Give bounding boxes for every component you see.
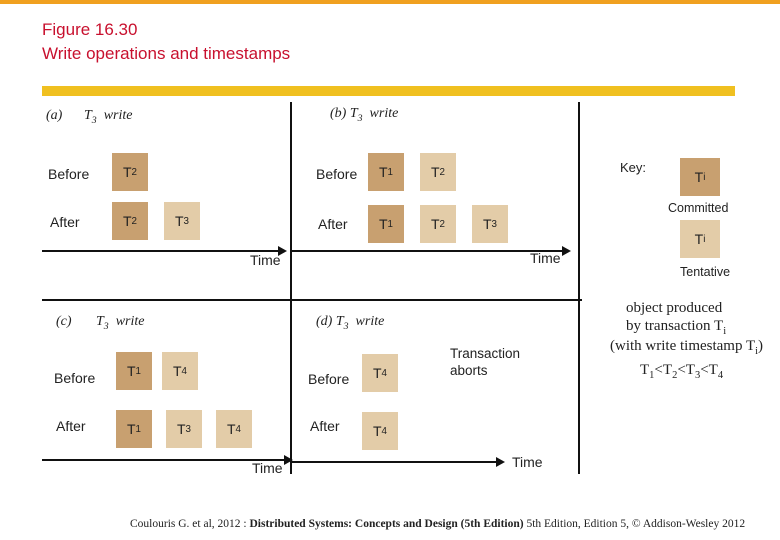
key-label: Key:: [620, 160, 647, 175]
panel-b-time-axis: [292, 250, 562, 252]
panel-b-time-arrowhead: [562, 246, 571, 256]
panel-d-before-label: Before: [308, 371, 350, 387]
panel-a-time-label: Time: [250, 252, 281, 268]
panel-c-before-label: Before: [54, 370, 96, 386]
key-tentative-label: Tentative: [680, 265, 731, 279]
panel-b-after-label: After: [318, 216, 348, 232]
transaction-aborts-note: Transaction aborts: [450, 346, 521, 378]
key-ordering: T1<T2<T3<T4: [640, 362, 724, 381]
vertical-divider-left: [290, 102, 292, 474]
panel-d-time-axis: [292, 461, 496, 463]
horizontal-divider: [42, 299, 582, 301]
panel-b-time-label: Time: [530, 250, 561, 266]
key-committed-label: Committed: [668, 201, 729, 215]
key-desc-line1: object produced: [626, 300, 723, 316]
figure-number: Figure 16.30: [42, 20, 138, 39]
panel-a-heading: T3 write: [84, 108, 133, 126]
figure-title: Write operations and timestamps: [42, 44, 291, 63]
divider-bar: [42, 86, 735, 96]
panel-d-after-label: After: [310, 418, 340, 434]
panel-a-time-axis: [42, 250, 278, 252]
panel-c-time-arrowhead: [284, 455, 293, 465]
panel-d-time-label: Time: [512, 454, 543, 470]
vertical-divider-right: [578, 102, 580, 474]
panel-c-after-label: After: [56, 418, 86, 434]
panel-c-heading: T3 write: [96, 314, 145, 332]
panel-a-after-label: After: [50, 214, 80, 230]
panel-d-time-arrowhead: [496, 457, 505, 467]
panel-c-time-label: Time: [252, 460, 283, 476]
panel-a-time-arrowhead: [278, 246, 287, 256]
panel-d-heading: (d) T3 write: [316, 314, 385, 332]
panel-a-before-label: Before: [48, 166, 90, 182]
key-desc-line2: by transaction Ti: [626, 318, 727, 337]
citation-footer: Coulouris G. et al, 2012 : Distributed S…: [130, 518, 746, 530]
top-accent-bar: [0, 0, 780, 4]
panel-c-label: (c): [56, 314, 72, 329]
panel-a-label: (a): [46, 108, 63, 123]
panel-b-heading: (b) T3 write: [330, 106, 399, 124]
key-desc-line3: (with write timestamp Ti): [610, 338, 764, 357]
panel-b-before-label: Before: [316, 166, 358, 182]
panel-c-time-axis: [42, 459, 284, 461]
